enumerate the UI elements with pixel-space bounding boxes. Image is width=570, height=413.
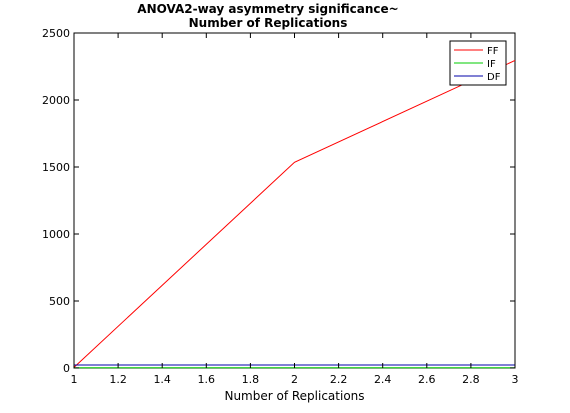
chart-title-line-2: Number of Replications	[189, 16, 348, 30]
x-tick-label: 2	[291, 373, 298, 386]
chart-title-line-1: ANOVA2-way asymmetry significance~	[137, 2, 398, 16]
y-tick-label: 1000	[42, 228, 70, 241]
plot-area	[73, 32, 516, 369]
x-tick-label: 1.4	[153, 373, 171, 386]
legend: FF IF DF	[449, 40, 507, 86]
x-tick-label: 1.8	[242, 373, 260, 386]
ticks-layer: 1 1.2 1.4 1.6 1.8 2 2.2 2.4 2.6 2.8 3 0 500 1000 1500 2…	[42, 27, 519, 386]
x-tick-label: 1	[71, 373, 78, 386]
y-tick-label: 2000	[42, 94, 70, 107]
y-tick-label: 0	[63, 362, 70, 375]
x-tick-label: 3	[512, 373, 519, 386]
x-tick-label: 2.8	[462, 373, 480, 386]
x-tick-label: 2.6	[418, 373, 436, 386]
legend-label-ff: FF	[487, 46, 499, 57]
x-axis-label: Number of Replications	[224, 389, 364, 403]
x-tick-label: 2.4	[374, 373, 392, 386]
y-tick-label: 1500	[42, 161, 70, 174]
x-tick-label: 2.2	[330, 373, 348, 386]
series-line-ff	[73, 60, 516, 368]
legend-label-if: IF	[487, 59, 496, 70]
x-tick-label: 1.6	[198, 373, 216, 386]
y-tick-label: 500	[49, 295, 70, 308]
x-tick-label: 1.2	[109, 373, 127, 386]
y-tick-label: 2500	[42, 27, 70, 40]
legend-label-df: DF	[487, 72, 501, 83]
